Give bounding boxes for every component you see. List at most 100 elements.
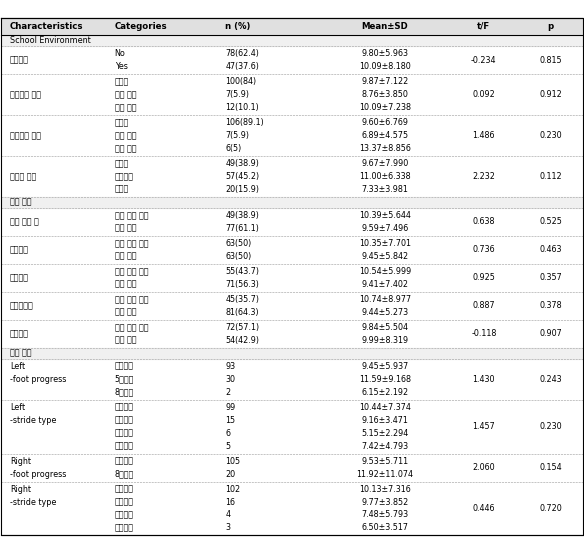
Text: 9.99±8.319: 9.99±8.319 [361, 336, 409, 345]
Text: 12(10.1): 12(10.1) [225, 103, 259, 112]
Text: 바꺟걸음: 바꺟걸음 [114, 510, 134, 519]
Text: 0.525: 0.525 [539, 217, 562, 226]
Text: 10.54±5.999: 10.54±5.999 [359, 267, 411, 276]
Text: 0.378: 0.378 [540, 301, 562, 310]
Text: 바꺟걸음: 바꺟걸음 [114, 429, 134, 437]
Bar [1, 197, 583, 208]
Text: 8자걸음: 8자걸음 [114, 470, 134, 478]
Text: 0.092: 0.092 [472, 90, 495, 99]
Text: 93: 93 [225, 362, 235, 371]
Text: 7.48±5.793: 7.48±5.793 [361, 510, 409, 519]
Text: 7(5.9): 7(5.9) [225, 90, 249, 99]
Text: 2.060: 2.060 [472, 463, 495, 472]
Text: 6.50±3.517: 6.50±3.517 [361, 523, 408, 532]
Text: 11.92±11.074: 11.92±11.074 [356, 470, 413, 478]
Text: 적합함: 적합함 [114, 77, 129, 86]
Text: School Environment: School Environment [10, 36, 91, 45]
Text: Right: Right [10, 457, 31, 465]
Text: 9.53±5.711: 9.53±5.711 [361, 457, 409, 465]
Text: 자세 좋음: 자세 좋음 [114, 336, 136, 345]
Text: 47(37.6): 47(37.6) [225, 62, 259, 71]
Text: 6.89±4.575: 6.89±4.575 [361, 131, 409, 140]
Text: 9.44±5.273: 9.44±5.273 [361, 308, 409, 317]
Text: 57(45.2): 57(45.2) [225, 172, 259, 181]
Text: 0.925: 0.925 [472, 273, 495, 282]
Text: Left: Left [10, 362, 25, 371]
Text: 0.907: 0.907 [539, 329, 562, 339]
Text: 72(57.1): 72(57.1) [225, 323, 259, 332]
Text: 9.45±5.842: 9.45±5.842 [361, 252, 409, 261]
Text: 30: 30 [225, 375, 235, 384]
Text: 0.230: 0.230 [540, 131, 562, 140]
Text: 55(43.7): 55(43.7) [225, 267, 259, 276]
Text: 16: 16 [225, 497, 235, 507]
Text: 71(56.3): 71(56.3) [225, 280, 259, 289]
Text: 54(42.9): 54(42.9) [225, 336, 259, 345]
Text: 적합함: 적합함 [114, 118, 129, 127]
Text: -stride type: -stride type [10, 497, 57, 507]
Text: 9.60±6.769: 9.60±6.769 [361, 118, 408, 127]
Bar [1, 35, 583, 46]
Text: 일반걸음: 일반걸음 [114, 362, 134, 371]
Text: 5자걸음: 5자걸음 [114, 375, 134, 384]
Text: 자세 좋음: 자세 좋음 [114, 252, 136, 261]
Text: 보통이다: 보통이다 [114, 172, 134, 181]
Text: 9.80±5.963: 9.80±5.963 [361, 49, 408, 58]
Text: 10.09±7.238: 10.09±7.238 [359, 103, 411, 112]
Text: 9.59±7.496: 9.59±7.496 [361, 224, 409, 233]
Text: 집에서합: 집에서합 [10, 273, 29, 282]
Text: 10.74±8.977: 10.74±8.977 [359, 295, 411, 304]
Text: -stride type: -stride type [10, 416, 57, 424]
Text: 0.638: 0.638 [472, 217, 495, 226]
Text: -0.118: -0.118 [471, 329, 496, 339]
Text: 보행 관련: 보행 관련 [10, 349, 32, 358]
Text: 102: 102 [225, 484, 240, 494]
Text: 3: 3 [225, 523, 230, 532]
Text: 물건휴대합: 물건휴대합 [10, 301, 34, 310]
Text: 78(62.4): 78(62.4) [225, 49, 259, 58]
Bar [1, 17, 583, 35]
Text: 0.243: 0.243 [540, 375, 562, 384]
Text: Categories: Categories [114, 22, 168, 31]
Text: 0.736: 0.736 [472, 245, 495, 254]
Text: 자세 좋지 않음: 자세 좋지 않음 [114, 323, 148, 332]
Text: 안쪽걸음: 안쪽걸음 [114, 497, 134, 507]
Text: 0.887: 0.887 [472, 301, 495, 310]
Text: 0.357: 0.357 [539, 273, 562, 282]
Text: 첵상높이 적합: 첵상높이 적합 [10, 90, 41, 99]
Text: n (%): n (%) [225, 22, 251, 31]
Text: 9.16±3.471: 9.16±3.471 [361, 416, 408, 424]
Text: 10.39±5.644: 10.39±5.644 [359, 211, 411, 220]
Text: 2.232: 2.232 [472, 172, 495, 181]
Text: -foot progress: -foot progress [10, 375, 67, 384]
Text: 6: 6 [225, 429, 230, 437]
Text: 5.15±2.294: 5.15±2.294 [361, 429, 409, 437]
Text: 자세 관련: 자세 관련 [10, 198, 32, 207]
Text: 105: 105 [225, 457, 240, 465]
Text: 63(50): 63(50) [225, 252, 251, 261]
Text: 9.45±5.937: 9.45±5.937 [361, 362, 409, 371]
Text: 자세 전체 합: 자세 전체 합 [10, 217, 39, 226]
Text: 81(64.3): 81(64.3) [225, 308, 259, 317]
Text: 10.44±7.374: 10.44±7.374 [359, 403, 411, 412]
Text: Characteristics: Characteristics [10, 22, 84, 31]
Text: 8자걸음: 8자걸음 [114, 388, 134, 397]
Text: 100(84): 100(84) [225, 77, 256, 86]
Text: 20: 20 [225, 470, 235, 478]
Text: 9.41±7.402: 9.41±7.402 [361, 280, 408, 289]
Text: 9.67±7.990: 9.67±7.990 [361, 159, 409, 168]
Text: 뒤쪽걸음: 뒤쪽걸음 [114, 442, 134, 450]
Text: 선생님합: 선생님합 [10, 329, 29, 339]
Text: 10.13±7.316: 10.13±7.316 [359, 484, 411, 494]
Text: 106(89.1): 106(89.1) [225, 118, 264, 127]
Text: 의자높이 적합: 의자높이 적합 [10, 131, 41, 140]
Text: Left: Left [10, 403, 25, 412]
Text: 안쪽걸음: 안쪽걸음 [114, 416, 134, 424]
Text: 일반걸음: 일반걸음 [114, 403, 134, 412]
Text: 0.912: 0.912 [539, 90, 562, 99]
Text: 99: 99 [225, 403, 235, 412]
Text: 6.15±2.192: 6.15±2.192 [361, 388, 409, 397]
Text: 가본다: 가본다 [114, 159, 129, 168]
Text: 8.76±3.850: 8.76±3.850 [361, 90, 408, 99]
Text: 자세 좋지 않음: 자세 좋지 않음 [114, 211, 148, 220]
